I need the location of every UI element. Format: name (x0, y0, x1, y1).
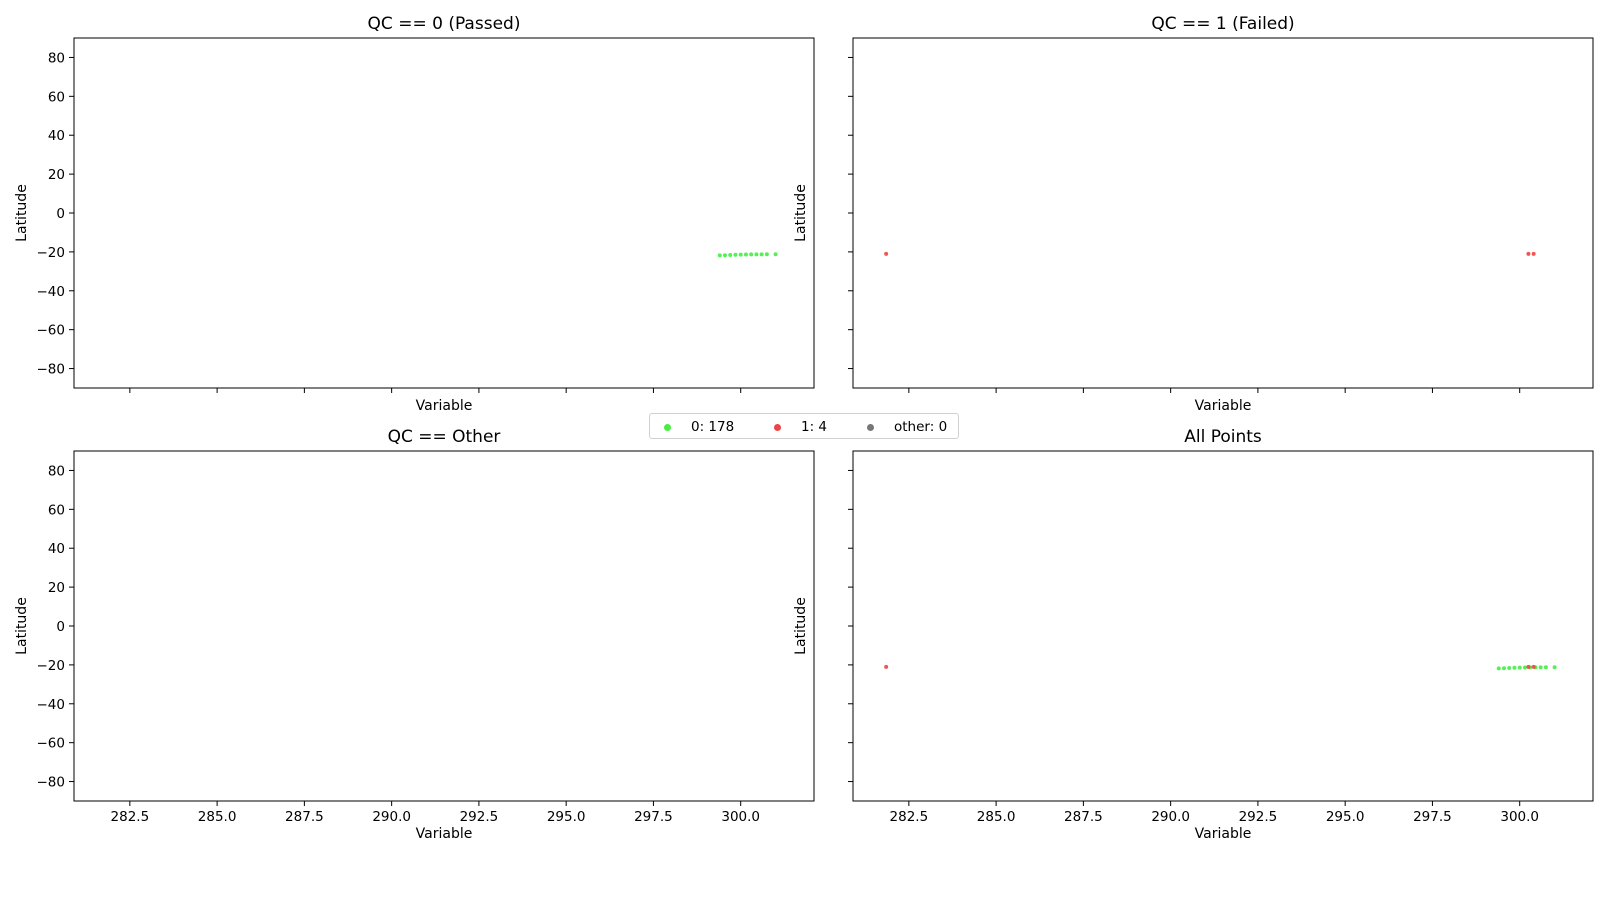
legend-marker-qc0 (664, 423, 671, 431)
legend-marker-other (867, 423, 874, 431)
data-point (738, 252, 743, 257)
panel-title-qc-other: QC == Other (388, 427, 501, 447)
y-tick-label: −20 (37, 658, 66, 674)
y-tick-label: 20 (48, 167, 65, 183)
legend-item-qc0: 0: 178 (664, 414, 734, 440)
data-point (764, 252, 769, 257)
data-point (728, 253, 733, 257)
y-tick-label: 40 (48, 541, 65, 557)
data-point (1531, 251, 1536, 256)
panel-qc0: QC == 0 (Passed) 80 60 40 20 0 −20 −40 −60 −80 Var… (14, 14, 815, 414)
legend-label-qc1: 1: 4 (801, 419, 828, 435)
y-tick-label: −40 (37, 697, 66, 713)
plot-area-all (852, 450, 1594, 802)
y-tick-label: 80 (48, 50, 65, 66)
data-point (1538, 665, 1543, 670)
y-tick-label: −80 (37, 362, 66, 378)
y-tick-label: −40 (37, 284, 66, 300)
x-tick-label: 290.0 (372, 809, 411, 825)
data-point (1526, 664, 1531, 669)
y-axis-label-qc1: Latitude (793, 184, 809, 242)
data-point (1517, 665, 1522, 670)
x-tick-label: 297.5 (634, 809, 673, 825)
x-tick-label: 300.0 (721, 809, 760, 825)
data-point (1526, 251, 1531, 256)
x-tick-label: 287.5 (1064, 809, 1103, 825)
plot-area-qc0 (73, 37, 815, 389)
x-tick-label: 282.5 (890, 809, 929, 825)
x-tick-label: 290.0 (1151, 809, 1190, 825)
x-axis-label-all: Variable (1195, 826, 1252, 842)
plot-area-qc-other (73, 450, 815, 802)
x-axis-label-qc0: Variable (416, 398, 473, 414)
data-point (1507, 666, 1512, 670)
y-axis-label-qc0: Latitude (14, 184, 30, 242)
data-point (749, 252, 754, 257)
y-tick-label: −60 (37, 323, 66, 339)
y-axis-label-all: Latitude (793, 597, 809, 655)
panel-all: All Points 282.5 285.0 287.5 290.0 292.5 295.0… (793, 427, 1594, 842)
data-point (733, 252, 738, 257)
data-point (1496, 666, 1501, 671)
legend-label-other: other: 0 (894, 419, 948, 435)
y-tick-label: −60 (37, 736, 66, 752)
legend: 0: 178 1: 4 other: 0 (649, 413, 959, 439)
y-tick-label: 60 (48, 89, 65, 105)
data-point (717, 253, 722, 258)
panel-title-qc0: QC == 0 (Passed) (368, 14, 521, 34)
y-tick-label: 80 (48, 463, 65, 479)
data-point (754, 252, 759, 257)
legend-item-qc1: 1: 4 (774, 414, 827, 440)
x-tick-label: 295.0 (1326, 809, 1365, 825)
data-point (743, 252, 748, 257)
x-tick-label: 285.0 (198, 809, 237, 825)
data-point (1531, 664, 1536, 669)
x-tick-label: 282.5 (111, 809, 150, 825)
data-point (759, 252, 764, 257)
y-tick-label: 40 (48, 128, 65, 144)
x-tick-label: 297.5 (1413, 809, 1452, 825)
data-point (1501, 666, 1506, 671)
y-tick-label: 0 (56, 619, 65, 635)
data-point (1522, 665, 1527, 670)
data-point (773, 252, 778, 257)
legend-item-other: other: 0 (867, 414, 947, 440)
y-tick-label: 20 (48, 580, 65, 596)
legend-marker-qc1 (774, 423, 781, 431)
panel-title-all: All Points (1184, 427, 1262, 447)
data-point (722, 253, 727, 258)
y-tick-label: −80 (37, 775, 66, 791)
data-point (884, 664, 889, 669)
data-point (1552, 665, 1557, 670)
y-axis-label-qc-other: Latitude (14, 597, 30, 655)
y-tick-label: 0 (56, 206, 65, 222)
y-tick-label: −20 (37, 245, 66, 261)
x-tick-label: 292.5 (1239, 809, 1278, 825)
plot-area-qc1 (852, 37, 1594, 389)
data-point (884, 251, 889, 256)
panel-qc1: QC == 1 (Failed) Variable Latitude (793, 14, 1594, 414)
data-point (1543, 665, 1548, 670)
panel-title-qc1: QC == 1 (Failed) (1151, 14, 1294, 34)
panel-qc-other: QC == Other 282.5 285.0 287.5 290.0 292.5 295.… (14, 427, 815, 842)
x-tick-label: 292.5 (460, 809, 499, 825)
x-axis-label-qc1: Variable (1195, 398, 1252, 414)
y-tick-label: 60 (48, 502, 65, 518)
x-tick-label: 285.0 (977, 809, 1016, 825)
data-point (1512, 665, 1517, 670)
x-tick-label: 287.5 (285, 809, 324, 825)
x-axis-label-qc-other: Variable (416, 826, 473, 842)
x-tick-label: 295.0 (547, 809, 586, 825)
legend-label-qc0: 0: 178 (691, 419, 735, 435)
x-tick-label: 300.0 (1500, 809, 1539, 825)
